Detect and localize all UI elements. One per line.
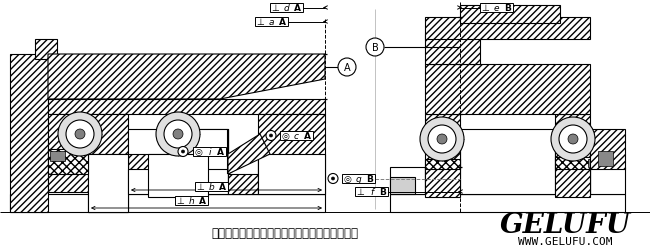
Text: f: f <box>370 187 373 196</box>
Circle shape <box>559 125 587 153</box>
Circle shape <box>75 130 85 139</box>
Text: B: B <box>504 4 511 13</box>
Circle shape <box>437 135 447 144</box>
Circle shape <box>266 131 276 141</box>
Circle shape <box>270 135 272 137</box>
Bar <box>270 4 303 13</box>
Bar <box>588 159 600 167</box>
Text: ◎: ◎ <box>281 132 289 140</box>
Bar <box>258 115 325 194</box>
Text: B: B <box>372 43 378 53</box>
Bar <box>425 115 460 197</box>
Bar <box>390 194 625 212</box>
Text: WWW.GELUFU.COM: WWW.GELUFU.COM <box>518 236 612 246</box>
Bar <box>342 174 375 183</box>
Bar <box>258 154 325 194</box>
Text: ⊥: ⊥ <box>257 18 265 27</box>
Bar <box>10 55 48 212</box>
Text: ⊥: ⊥ <box>357 187 365 196</box>
Text: d: d <box>283 4 289 13</box>
Circle shape <box>338 59 356 77</box>
Circle shape <box>181 150 185 153</box>
Text: A: A <box>217 147 224 156</box>
Bar <box>555 158 590 169</box>
Bar <box>193 147 226 156</box>
Bar <box>425 35 480 65</box>
Bar <box>50 151 65 161</box>
Text: ⊥: ⊥ <box>196 182 205 191</box>
Circle shape <box>58 113 102 156</box>
Text: GELUFU: GELUFU <box>499 212 630 239</box>
Text: a: a <box>268 18 274 27</box>
Bar <box>425 65 590 115</box>
Bar <box>128 130 228 189</box>
Bar <box>598 151 613 166</box>
Bar <box>195 182 228 191</box>
Bar <box>390 177 415 194</box>
Bar <box>425 167 590 194</box>
Circle shape <box>328 174 338 184</box>
Text: h: h <box>188 196 194 205</box>
Bar <box>35 40 57 60</box>
Polygon shape <box>228 135 270 174</box>
Bar <box>390 167 425 194</box>
Text: 单级谐波传动组件安装时的位置公差要求示意图: 单级谐波传动组件安装时的位置公差要求示意图 <box>211 227 359 240</box>
Circle shape <box>420 117 464 161</box>
Text: ⊥: ⊥ <box>177 196 185 205</box>
Circle shape <box>164 120 192 148</box>
Text: ◎: ◎ <box>344 174 352 183</box>
Text: A: A <box>199 196 206 205</box>
Bar <box>48 149 88 174</box>
Text: A: A <box>344 63 350 73</box>
Bar <box>590 167 625 194</box>
Text: A: A <box>279 18 286 27</box>
Text: A: A <box>219 182 226 191</box>
Bar <box>555 115 590 197</box>
Bar <box>48 115 128 192</box>
Circle shape <box>66 120 94 148</box>
Text: B: B <box>379 187 386 196</box>
Circle shape <box>173 130 183 139</box>
Bar <box>590 130 625 169</box>
Circle shape <box>156 113 200 156</box>
Bar <box>88 154 128 212</box>
Bar <box>280 132 313 140</box>
Bar <box>128 154 168 192</box>
Circle shape <box>551 117 595 161</box>
Circle shape <box>568 135 578 144</box>
Bar <box>168 130 228 194</box>
Text: g: g <box>356 174 361 183</box>
Bar <box>460 130 555 194</box>
Bar <box>425 18 590 40</box>
Bar <box>425 159 460 169</box>
Bar <box>10 194 325 212</box>
Bar <box>228 154 258 194</box>
Text: ◎: ◎ <box>194 147 202 156</box>
Bar <box>88 154 128 212</box>
Text: e: e <box>494 4 499 13</box>
Text: c: c <box>294 132 299 140</box>
Circle shape <box>428 125 456 153</box>
Bar <box>228 174 258 194</box>
Text: A: A <box>304 132 311 140</box>
Bar <box>460 6 560 24</box>
Polygon shape <box>48 100 325 115</box>
Bar <box>255 18 288 27</box>
Text: b: b <box>209 182 214 191</box>
Circle shape <box>366 39 384 57</box>
Text: ⊥: ⊥ <box>482 4 489 13</box>
Text: ⊥: ⊥ <box>272 4 280 13</box>
Text: B: B <box>366 174 373 183</box>
Circle shape <box>178 147 188 157</box>
Bar <box>148 154 208 197</box>
Text: A: A <box>294 4 301 13</box>
Bar <box>355 187 388 196</box>
Bar <box>128 169 228 194</box>
Circle shape <box>332 177 335 180</box>
Polygon shape <box>48 55 325 100</box>
Bar <box>175 196 208 205</box>
Text: i: i <box>208 147 211 156</box>
Bar <box>480 4 513 13</box>
